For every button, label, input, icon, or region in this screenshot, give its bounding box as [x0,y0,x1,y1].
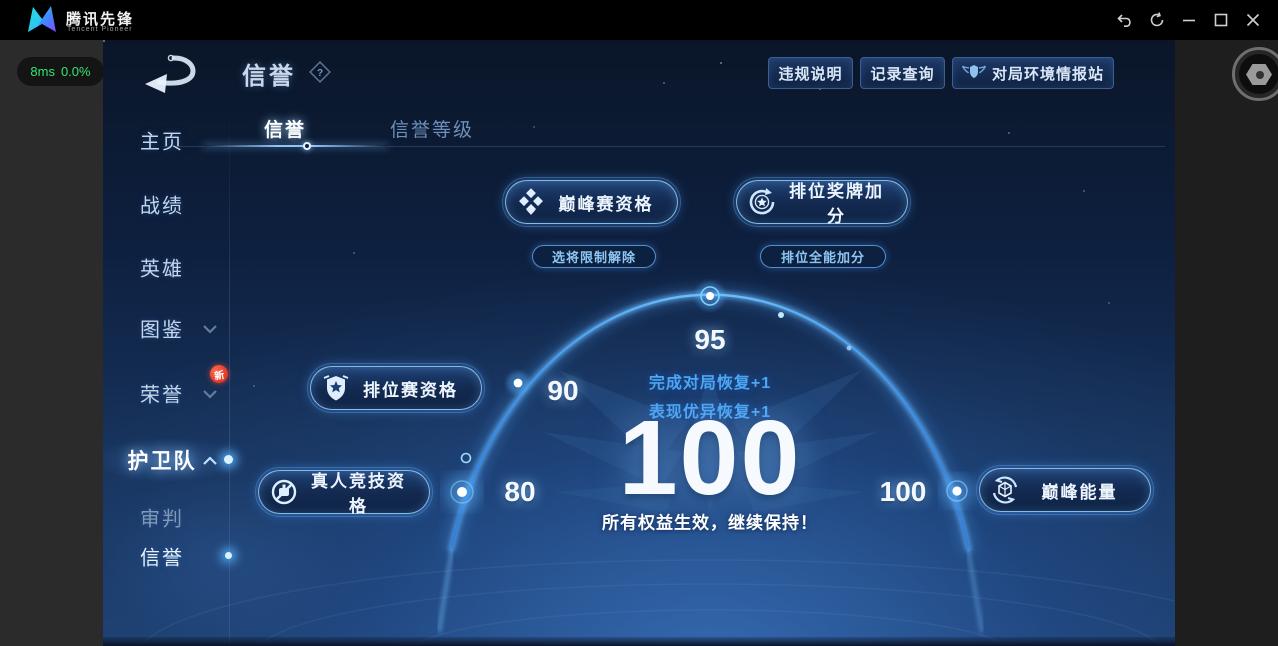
rank-medal-bonus-label: 排位奖牌加分 [789,182,884,226]
window-controls [1116,0,1262,40]
sidebar-divider [229,100,230,646]
sidebar-item-judgment[interactable]: 审判 [140,508,184,531]
sidebar-item-heroes[interactable]: 英雄 [140,258,184,281]
network-status-badge[interactable]: 8ms 0.0% [17,57,104,86]
recovery-line-2: 表现优异恢复+1 [648,404,772,421]
page-title: 信誉 [242,63,296,90]
rank-medal-bonus-button[interactable]: 排位奖牌加分 [733,177,911,227]
arc-node-90 [507,372,529,394]
marker-80: 80 [504,476,536,507]
app-name: 腾讯先锋 [66,11,135,28]
svg-text:?: ? [317,68,323,79]
marker-95: 95 [694,324,726,355]
client-left-strip: 8ms 0.0% [0,40,104,646]
chevron-down-icon[interactable] [203,321,217,339]
record-query-button[interactable]: 记录查询 [860,57,945,89]
back-button[interactable] [133,50,201,98]
rank-allround-bonus-label: 排位全能加分 [780,250,865,265]
marker-100: 100 [879,476,927,507]
sidebar-item-honor[interactable]: 荣誉 [140,384,184,407]
arc-node-80 [444,474,480,510]
active-indicator-dot [224,455,233,464]
titlebar: 腾讯先锋 Tencent Pioneer [0,0,1278,40]
real-player-qualification-label: 真人竞技资格 [311,472,406,516]
violation-info-button[interactable]: 违规说明 [768,57,853,89]
arc-ring-node [460,452,472,464]
credit-score-value: 100 [618,399,802,517]
latency-value: 8ms [30,64,55,79]
pick-limit-lift-label: 选将限制解除 [551,250,636,265]
minimize-icon[interactable] [1180,11,1198,29]
chevron-down-icon[interactable] [203,386,217,404]
violation-info-label: 违规说明 [778,65,843,83]
selected-indicator-dot [225,552,232,559]
client-right-strip [1175,40,1278,646]
peak-energy-button[interactable]: 巅峰能量 [976,465,1154,515]
peak-tournament-label: 巅峰赛资格 [558,194,654,214]
tab-rule [163,146,1165,147]
peak-energy-label: 巅峰能量 [1041,482,1118,502]
record-query-label: 记录查询 [870,65,935,83]
arc-dot [778,312,784,318]
no-bot-icon [268,476,300,508]
arc-node-95 [696,282,724,310]
ranked-qualification-button[interactable]: 排位赛资格 [307,363,485,413]
peak-tournament-button[interactable]: 巅峰赛资格 [502,177,681,227]
active-tab-underline [203,145,388,147]
app-subtitle: Tencent Pioneer [67,26,133,33]
floating-menu-ball[interactable] [1232,47,1278,101]
refresh-icon[interactable] [1148,11,1166,29]
ranked-qualification-label: 排位赛资格 [363,380,458,400]
close-icon[interactable] [1244,11,1262,29]
sidebar-item-home[interactable]: 主页 [140,131,184,154]
starfield [103,40,105,42]
arc-node-100 [941,475,973,507]
sidebar-item-guard[interactable]: 护卫队 [127,450,197,473]
shield-star-icon [320,372,352,404]
undo-icon[interactable] [1116,11,1134,29]
match-env-intel-label: 对局环境情报站 [991,65,1104,83]
tab-credit-level[interactable]: 信誉等级 [389,120,475,141]
sidebar-item-gallery[interactable]: 图鉴 [140,319,184,342]
hex-nut-dot [1256,71,1264,79]
real-player-qualification-button[interactable]: 真人竞技资格 [255,467,433,517]
tencent-pioneer-logo-icon [28,6,56,32]
credit-status-text: 所有权益生效，继续保持！ [602,513,818,533]
medal-cycle-icon [746,186,778,218]
match-env-intel-button[interactable]: 对局环境情报站 [952,57,1114,89]
marker-90: 90 [547,375,579,406]
arc-dot [846,345,852,351]
help-icon[interactable]: ? [309,61,331,83]
new-badge: 新 [208,363,230,385]
sidebar-item-records[interactable]: 战绩 [140,195,184,218]
winged-shield-icon [961,62,987,84]
game-viewport: 主页 战绩 英雄 图鉴 荣誉 新 护卫队 审判 信誉 信誉 [103,40,1175,646]
sidebar-item-credit[interactable]: 信誉 [140,547,184,570]
pick-limit-lift-button[interactable]: 选将限制解除 [532,245,656,268]
rank-allround-bonus-button[interactable]: 排位全能加分 [760,245,886,268]
tab-credit[interactable]: 信誉 [263,120,307,141]
diamond-cluster-icon [515,186,547,218]
energy-cube-icon [989,474,1021,506]
chevron-up-icon[interactable] [203,452,217,470]
packet-loss-value: 0.0% [60,64,91,79]
recovery-line-1: 完成对局恢复+1 [648,375,772,392]
active-item-glow [103,438,243,482]
maximize-icon[interactable] [1212,11,1230,29]
active-tab-dot [303,142,311,150]
